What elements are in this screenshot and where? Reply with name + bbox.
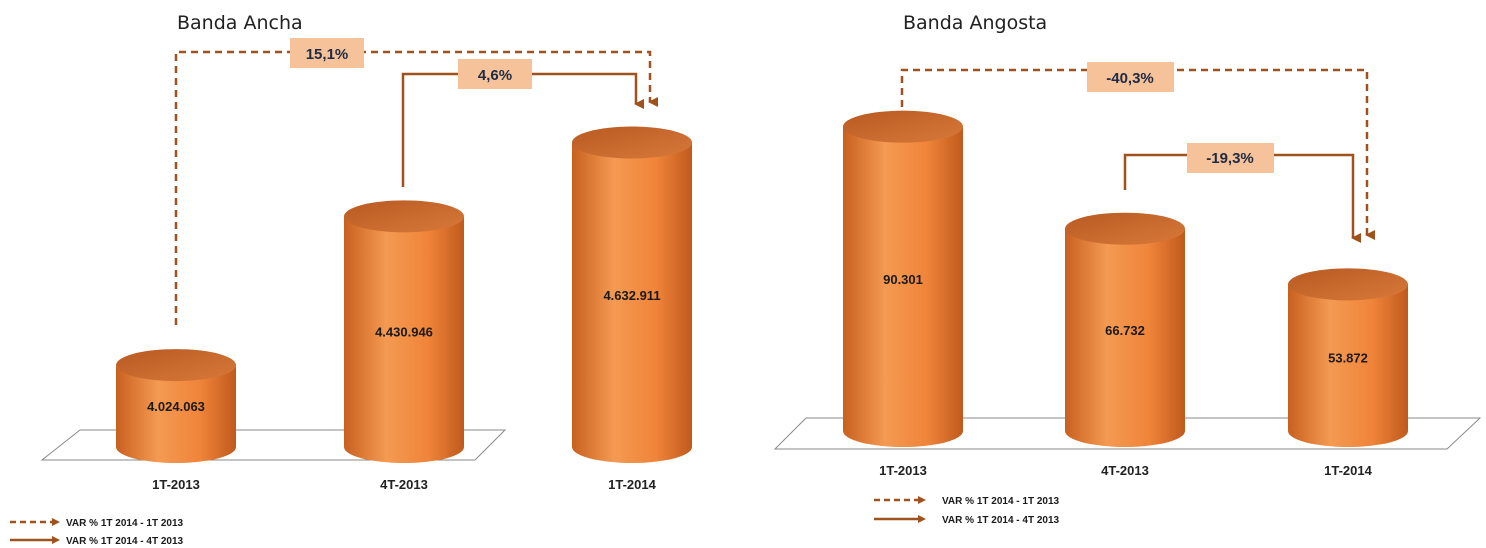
data-label: 90.301 bbox=[883, 272, 923, 287]
category-axis: 1T-2013 4T-2013 1T-2014 bbox=[879, 463, 1372, 478]
tick-label: 4T-2013 bbox=[380, 477, 428, 492]
chart-panel-banda-ancha: Banda Ancha 4.024.0634.430.9464.632.911 … bbox=[40, 12, 692, 492]
variation-label-solid: -19,3% bbox=[1206, 150, 1254, 167]
bar-top bbox=[572, 126, 692, 159]
legend-item-solid: VAR % 1T 2014 - 4T 2013 bbox=[10, 536, 184, 547]
data-label: 66.732 bbox=[1105, 323, 1145, 338]
bar-top bbox=[1065, 212, 1185, 245]
legend-label: VAR % 1T 2014 - 4T 2013 bbox=[942, 515, 1060, 526]
variation-connector-dashed bbox=[174, 50, 658, 325]
tick-label: 4T-2013 bbox=[1101, 463, 1149, 478]
legend-item-solid: VAR % 1T 2014 - 4T 2013 bbox=[874, 515, 1060, 526]
variation-label-box bbox=[458, 59, 532, 89]
legend-item-dashed: VAR % 1T 2014 - 1T 2013 bbox=[874, 496, 1060, 507]
variation-label-box bbox=[1187, 143, 1274, 173]
data-label: 4.430.946 bbox=[375, 325, 433, 340]
data-label: 4.024.063 bbox=[147, 399, 205, 414]
variation-connector-dashed bbox=[900, 68, 1375, 240]
legend-label: VAR % 1T 2014 - 4T 2013 bbox=[66, 536, 184, 547]
variation-label-dashed: -40,3% bbox=[1106, 70, 1154, 87]
data-label: 53.872 bbox=[1328, 351, 1368, 366]
bar bbox=[1065, 228, 1185, 447]
chart-panel-banda-angosta: Banda Angosta 90.301 66.732 53.872 1T-2013… bbox=[773, 12, 1482, 478]
variation-label-solid: 4,6% bbox=[478, 67, 512, 84]
data-label: 4.632.911 bbox=[603, 288, 660, 303]
legend-label: VAR % 1T 2014 - 1T 2013 bbox=[66, 518, 184, 529]
tick-label: 1T-2013 bbox=[879, 463, 927, 478]
arrow-icon bbox=[918, 496, 926, 504]
legend-item-dashed: VAR % 1T 2014 - 1T 2013 bbox=[10, 518, 184, 529]
chart-title: Banda Angosta bbox=[903, 12, 1047, 34]
arrow-icon bbox=[52, 536, 60, 544]
arrow-icon bbox=[52, 518, 60, 526]
chart-title: Banda Ancha bbox=[177, 12, 303, 34]
variation-label-dashed: 15,1% bbox=[306, 46, 349, 63]
bar-series: 4.024.063 4.430.946 4.632.911 bbox=[116, 126, 692, 463]
legend: VAR % 1T 2014 - 1T 2013 VAR % 1T 2014 - … bbox=[874, 496, 1060, 526]
bar-top bbox=[1288, 268, 1408, 301]
bar bbox=[1288, 284, 1408, 447]
tick-label: 1T-2014 bbox=[1324, 463, 1372, 478]
variation-label-box bbox=[1087, 62, 1174, 92]
bar bbox=[843, 126, 963, 447]
arrow-icon bbox=[918, 515, 926, 523]
bar-series: 90.301 66.732 53.872 bbox=[843, 110, 1408, 447]
bar bbox=[344, 216, 464, 463]
bar-top bbox=[116, 349, 236, 382]
category-axis: 1T-2013 4T-2013 1T-2014 bbox=[152, 477, 656, 492]
legend: VAR % 1T 2014 - 1T 2013 VAR % 1T 2014 - … bbox=[10, 518, 184, 547]
legend-label: VAR % 1T 2014 - 1T 2013 bbox=[942, 496, 1060, 507]
bar bbox=[572, 142, 692, 463]
tick-label: 1T-2013 bbox=[152, 477, 200, 492]
tick-label: 1T-2014 bbox=[608, 477, 656, 492]
bar-top bbox=[344, 200, 464, 233]
bar bbox=[116, 365, 236, 463]
bar-top bbox=[843, 110, 963, 143]
variation-label-box bbox=[290, 38, 364, 68]
